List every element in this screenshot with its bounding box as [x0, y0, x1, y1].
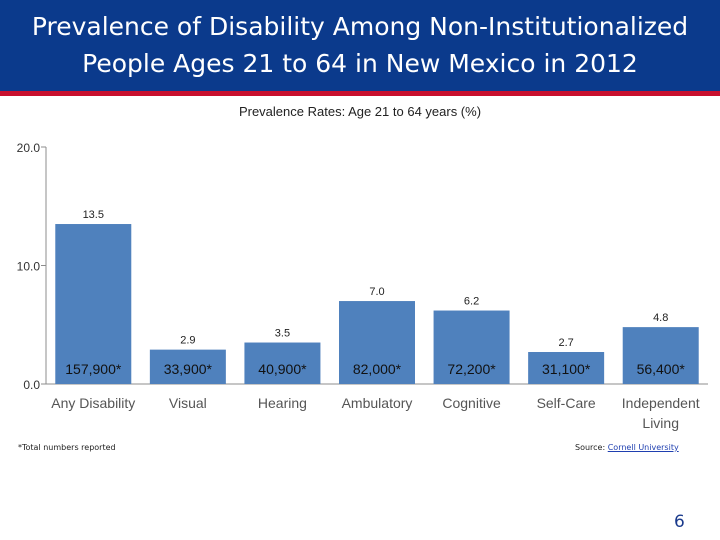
y-tick-label: 20.0	[17, 141, 41, 155]
x-tick-label: Cognitive	[442, 395, 501, 411]
data-label: 6.2	[464, 296, 479, 308]
bar	[622, 327, 699, 384]
bar	[528, 352, 605, 384]
chart-title: Prevalence Rates: Age 21 to 64 years (%)	[238, 104, 482, 119]
y-tick-label: 10.0	[17, 260, 41, 274]
page-number: 6	[674, 512, 685, 532]
data-label: 7.0	[369, 286, 384, 298]
total-label: 157,900*	[65, 361, 122, 377]
x-tick-label: Hearing	[258, 395, 307, 411]
header-divider	[0, 91, 720, 96]
x-tick-label: Living	[642, 415, 679, 431]
data-label: 2.9	[180, 335, 195, 347]
x-tick-label: Visual	[169, 395, 207, 411]
data-label: 13.5	[83, 209, 104, 221]
data-label: 2.7	[558, 337, 573, 349]
footnote: *Total numbers reported	[18, 443, 116, 452]
source-label: Source:	[575, 443, 606, 452]
total-label: 82,000*	[353, 361, 402, 377]
bar	[55, 224, 132, 384]
x-tick-label: Ambulatory	[342, 395, 413, 411]
x-tick-label: Independent	[622, 395, 700, 411]
source-note: Source: Cornell University	[575, 443, 679, 452]
bar	[244, 342, 321, 384]
total-label: 31,100*	[542, 361, 591, 377]
bar	[339, 301, 415, 384]
source-link[interactable]: Cornell University	[607, 443, 679, 452]
total-label: 56,400*	[637, 361, 686, 377]
total-label: 72,200*	[447, 361, 496, 377]
data-label: 4.8	[653, 312, 668, 324]
total-label: 40,900*	[258, 361, 307, 377]
y-tick-label: 0.0	[23, 378, 40, 392]
slide-title: Prevalence of Disability Among Non-Insti…	[31, 12, 689, 78]
x-tick-label: Any Disability	[51, 395, 135, 411]
bar	[433, 310, 510, 384]
x-tick-label: Self-Care	[537, 395, 596, 411]
total-label: 33,900*	[164, 361, 213, 377]
bar	[149, 349, 226, 384]
slide-header	[0, 0, 720, 91]
data-label: 3.5	[275, 328, 290, 340]
